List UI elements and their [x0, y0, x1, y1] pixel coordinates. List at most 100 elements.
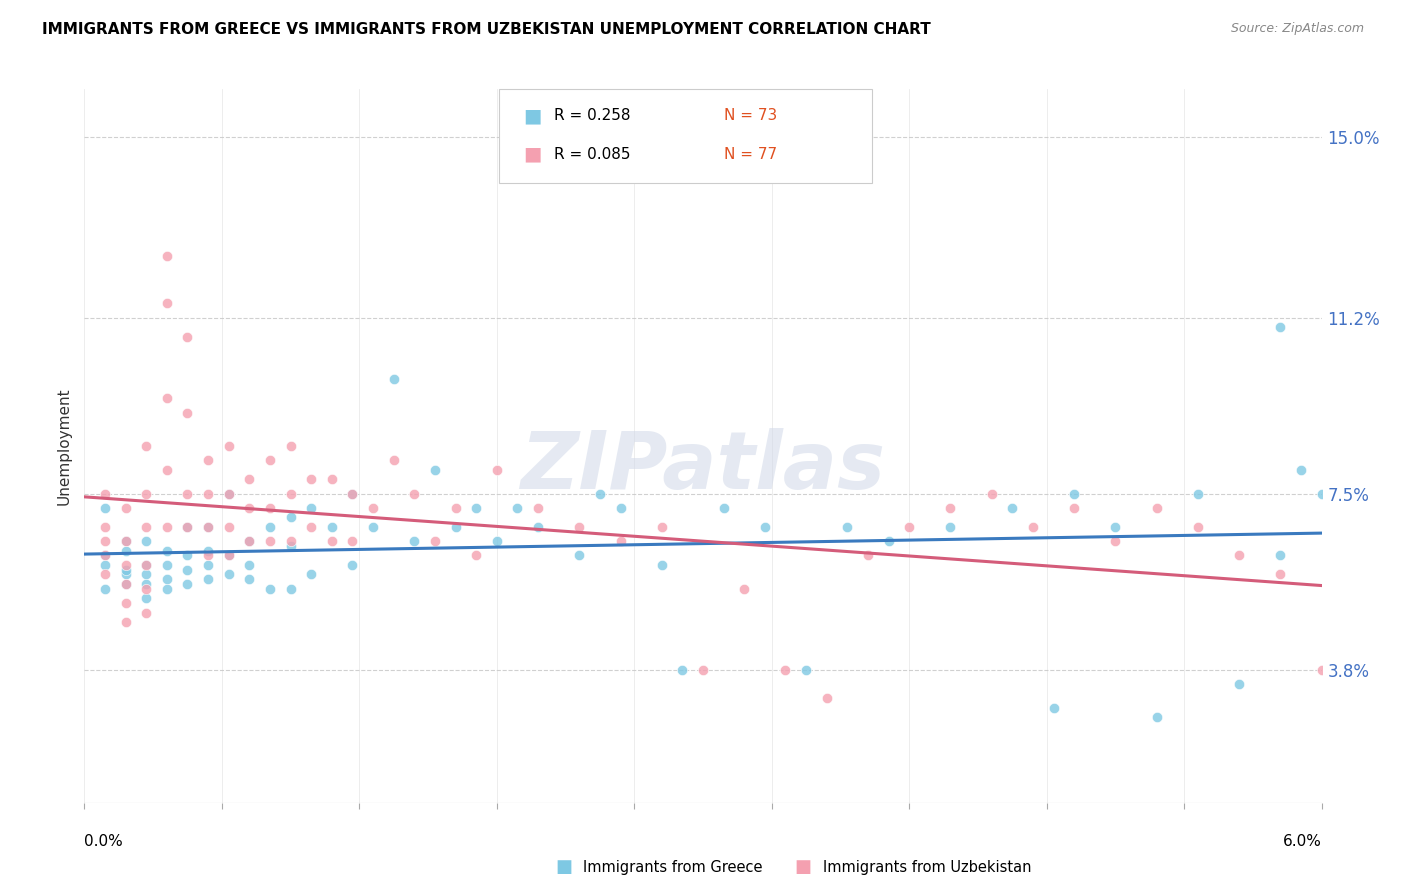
Point: [197, 543, 219, 558]
Text: IMMIGRANTS FROM GREECE VS IMMIGRANTS FROM UZBEKISTAN UNEMPLOYMENT CORRELATION CH: IMMIGRANTS FROM GREECE VS IMMIGRANTS FRO…: [42, 22, 931, 37]
Point: [713, 500, 735, 515]
Point: [1022, 520, 1045, 534]
Point: [94, 549, 117, 563]
Point: [280, 510, 302, 524]
Point: [321, 472, 343, 486]
Point: [589, 486, 612, 500]
Point: [342, 486, 364, 500]
Point: [135, 591, 157, 606]
Point: [280, 439, 302, 453]
Point: [382, 372, 405, 386]
Text: 0.0%: 0.0%: [84, 834, 124, 849]
Point: [444, 500, 467, 515]
Point: [156, 249, 179, 263]
Point: [114, 558, 136, 572]
Point: [259, 582, 281, 596]
Point: [218, 486, 240, 500]
Point: [135, 486, 157, 500]
Point: [218, 567, 240, 582]
Point: [197, 486, 219, 500]
Point: [342, 558, 364, 572]
Point: [485, 534, 508, 549]
Point: [280, 539, 302, 553]
Point: [197, 520, 219, 534]
Point: [94, 549, 117, 563]
Point: [568, 549, 591, 563]
Point: [1227, 549, 1250, 563]
Text: Immigrants from Uzbekistan: Immigrants from Uzbekistan: [823, 860, 1031, 874]
Point: [382, 453, 405, 467]
Point: [361, 520, 384, 534]
Point: [218, 520, 240, 534]
Point: [527, 500, 550, 515]
Point: [1310, 663, 1333, 677]
Point: [259, 500, 281, 515]
Point: [114, 577, 136, 591]
Point: [114, 615, 136, 629]
Point: [877, 534, 900, 549]
Point: [527, 520, 550, 534]
Point: [135, 439, 157, 453]
Point: [197, 520, 219, 534]
Point: [114, 534, 136, 549]
Point: [1104, 520, 1126, 534]
Point: [361, 500, 384, 515]
Point: [280, 486, 302, 500]
Point: [1310, 486, 1333, 500]
Point: [1351, 677, 1374, 691]
Point: [218, 549, 240, 563]
Point: [156, 520, 179, 534]
Point: [238, 558, 260, 572]
Point: [176, 406, 198, 420]
Point: [1104, 534, 1126, 549]
Point: [1270, 549, 1292, 563]
Point: [114, 534, 136, 549]
Point: [218, 486, 240, 500]
Y-axis label: Unemployment: Unemployment: [56, 387, 72, 505]
Point: [259, 520, 281, 534]
Point: [176, 577, 198, 591]
Point: [1146, 500, 1168, 515]
Point: [794, 663, 817, 677]
Point: [94, 500, 117, 515]
Point: [299, 472, 322, 486]
Text: ZIPatlas: ZIPatlas: [520, 428, 886, 507]
Point: [321, 520, 343, 534]
Text: R = 0.258: R = 0.258: [554, 109, 630, 123]
Point: [94, 582, 117, 596]
Point: [465, 500, 488, 515]
Text: N = 73: N = 73: [724, 109, 778, 123]
Point: [980, 486, 1002, 500]
Point: [94, 486, 117, 500]
Point: [135, 558, 157, 572]
Point: [1227, 677, 1250, 691]
Point: [423, 463, 446, 477]
Text: ■: ■: [794, 858, 811, 876]
Point: [156, 392, 179, 406]
Point: [609, 534, 631, 549]
Point: [856, 549, 879, 563]
Point: [156, 543, 179, 558]
Point: [197, 453, 219, 467]
Point: [651, 558, 673, 572]
Point: [176, 549, 198, 563]
Point: [1001, 500, 1024, 515]
Point: [1063, 486, 1085, 500]
Point: [609, 500, 631, 515]
Point: [94, 567, 117, 582]
Point: [114, 596, 136, 610]
Point: [259, 453, 281, 467]
Point: [197, 549, 219, 563]
Point: [465, 549, 488, 563]
Point: [114, 577, 136, 591]
Point: [754, 520, 776, 534]
Point: [135, 606, 157, 620]
Point: [404, 534, 426, 549]
Point: [299, 520, 322, 534]
Point: [135, 534, 157, 549]
Point: [651, 520, 673, 534]
Point: [135, 558, 157, 572]
Point: [321, 534, 343, 549]
Text: ■: ■: [523, 106, 541, 126]
Text: 6.0%: 6.0%: [1282, 834, 1322, 849]
